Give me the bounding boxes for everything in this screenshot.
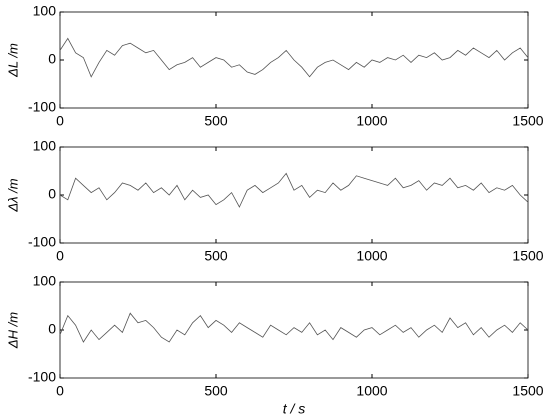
y-tick-label: 100 — [33, 138, 57, 154]
x-tick-label: 1000 — [356, 248, 387, 264]
x-tick-label: 500 — [204, 113, 228, 129]
plot-frame — [59, 281, 529, 379]
y-axis-label: ΔH /m — [5, 312, 20, 349]
x-tick-label: 0 — [56, 383, 64, 399]
series-line — [59, 172, 529, 208]
x-tick-label: 1000 — [356, 113, 387, 129]
x-tick-label: 0 — [56, 248, 64, 264]
y-tick-label: 100 — [33, 273, 57, 289]
y-axis-label: Δλ /m — [5, 178, 20, 212]
y-tick-label: 100 — [33, 3, 57, 19]
x-tick-label: 1500 — [512, 248, 543, 264]
x-tick-label: 500 — [204, 248, 228, 264]
x-tick-label: 1500 — [512, 113, 543, 129]
x-axis-label: t / s — [283, 401, 306, 417]
y-tick-label: 0 — [48, 321, 56, 337]
y-tick-label: 0 — [48, 51, 56, 67]
series-line — [59, 312, 529, 343]
x-tick-label: 0 — [56, 113, 64, 129]
y-axis-label: ΔL /m — [5, 43, 20, 78]
y-tick-label: -100 — [28, 369, 56, 385]
series-line — [59, 37, 529, 78]
x-tick-label: 1500 — [512, 383, 543, 399]
y-tick-label: -100 — [28, 99, 56, 115]
x-tick-label: 1000 — [356, 383, 387, 399]
y-tick-label: -100 — [28, 234, 56, 250]
y-tick-label: 0 — [48, 186, 56, 202]
x-tick-label: 500 — [204, 383, 228, 399]
plot-frame — [59, 146, 529, 244]
